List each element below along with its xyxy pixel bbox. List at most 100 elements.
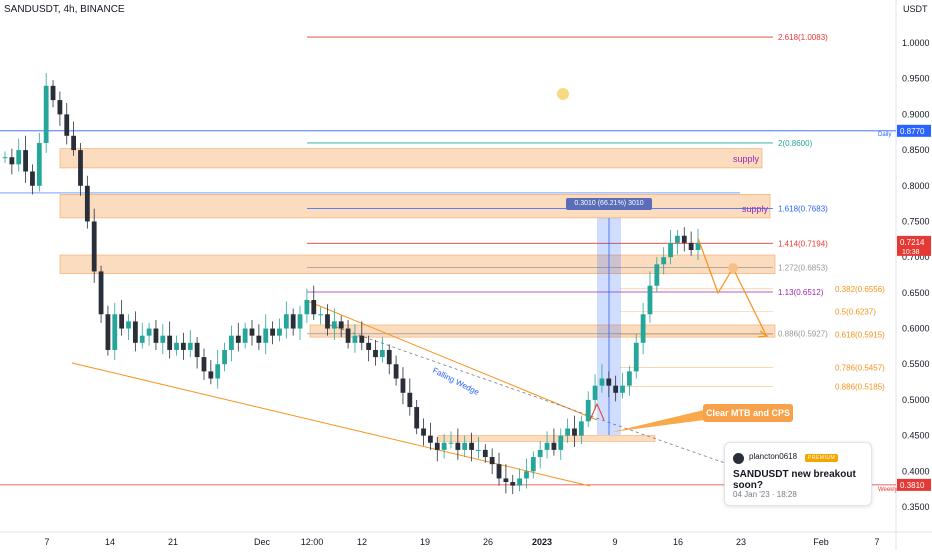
price-tick-label: 0.9000 bbox=[902, 109, 930, 119]
candle-body bbox=[297, 314, 303, 329]
candle-body bbox=[558, 435, 564, 450]
author-avatar bbox=[733, 453, 744, 464]
candle-body bbox=[681, 235, 687, 243]
candle-body bbox=[57, 100, 63, 115]
price-tag-value: 0.3810 bbox=[900, 481, 925, 490]
candle-body bbox=[331, 321, 337, 329]
candle-body bbox=[578, 421, 584, 436]
candle-body bbox=[263, 328, 269, 343]
retracement-label: 0.786(0.5457) bbox=[835, 363, 885, 372]
time-tick-label: 26 bbox=[483, 537, 493, 547]
candle-body bbox=[551, 442, 557, 450]
candle-body bbox=[194, 342, 200, 358]
candle-body bbox=[441, 442, 447, 450]
candle-body bbox=[139, 335, 145, 343]
idea-title[interactable]: SANDUSDT new breakout soon? bbox=[733, 469, 856, 491]
price-tick-label: 0.4000 bbox=[902, 466, 930, 476]
author-name[interactable]: plancton0618 bbox=[749, 452, 798, 461]
candle-body bbox=[71, 135, 77, 151]
candle-body bbox=[613, 385, 619, 393]
candle-body bbox=[379, 349, 385, 358]
candle-body bbox=[167, 335, 173, 350]
idea-card[interactable]: plancton0618 PREMIUM SANDUSDT new breako… bbox=[724, 442, 872, 506]
candle-body bbox=[283, 314, 289, 329]
candle-body bbox=[606, 378, 612, 386]
time-tick-label: 16 bbox=[673, 537, 683, 547]
candle-body bbox=[338, 321, 344, 329]
time-tick-label: Dec bbox=[254, 537, 271, 547]
candle-body bbox=[174, 342, 179, 350]
price-tick-label: 0.9500 bbox=[902, 74, 930, 84]
candle-body bbox=[50, 85, 56, 101]
candle-body bbox=[654, 264, 660, 286]
level-label-weekly: Weekly bbox=[878, 487, 898, 493]
fib-level-label: 1.272(0.6853) bbox=[778, 264, 828, 273]
projected-trendline bbox=[329, 324, 746, 471]
candle-body bbox=[626, 371, 632, 386]
callout-clear-mtb-cps[interactable]: Clear MTB and CPS bbox=[703, 404, 793, 422]
candle-body bbox=[345, 328, 351, 343]
candle-body bbox=[318, 314, 324, 316]
price-tick-label: 0.8500 bbox=[902, 145, 930, 155]
measure-label: 0.3010 (66.21%) 3010 bbox=[566, 198, 652, 210]
candle-body bbox=[661, 257, 667, 265]
price-tick-label: 0.5500 bbox=[902, 359, 930, 369]
candle-body bbox=[373, 349, 378, 358]
time-tick-label: 9 bbox=[612, 537, 617, 547]
idea-timestamp: 04 Jan '23 · 18:28 bbox=[733, 490, 797, 499]
last-price-tag bbox=[897, 235, 931, 256]
candle-body bbox=[530, 457, 536, 472]
candle-body bbox=[242, 328, 248, 343]
fib-level-label: 1.414(0.7194) bbox=[778, 239, 828, 248]
candle-body bbox=[620, 385, 625, 393]
premium-badge: PREMIUM bbox=[805, 454, 839, 462]
candle-body bbox=[572, 428, 577, 436]
candle-body bbox=[215, 364, 221, 379]
price-tag-daily bbox=[897, 124, 931, 137]
marker-dot bbox=[557, 88, 569, 100]
price-tick-label: 0.6000 bbox=[902, 324, 930, 334]
candle-body bbox=[400, 378, 406, 393]
candle-body bbox=[146, 328, 152, 336]
candle-body bbox=[476, 449, 481, 451]
fib-level-label: 1.13(0.6512) bbox=[778, 288, 824, 297]
time-tick-label: 7 bbox=[44, 537, 49, 547]
candle-body bbox=[414, 407, 420, 429]
candle-body bbox=[235, 335, 241, 343]
candle-body bbox=[23, 150, 28, 172]
price-tick-label: 1.0000 bbox=[902, 38, 930, 48]
supply-label: supply bbox=[733, 154, 760, 164]
price-axis-unit: USDT bbox=[903, 4, 928, 14]
candle-body bbox=[482, 449, 488, 458]
price-tag-weekly bbox=[897, 478, 931, 491]
time-tick-label: 2023 bbox=[532, 537, 552, 547]
candle-body bbox=[43, 85, 49, 143]
candle-body bbox=[277, 328, 282, 336]
candle-body bbox=[359, 335, 365, 343]
fib-level-label: 1.618(0.7683) bbox=[778, 204, 828, 213]
candle-body bbox=[640, 314, 646, 343]
candle-body bbox=[304, 299, 310, 315]
candle-body bbox=[201, 357, 207, 372]
price-tick-label: 0.7500 bbox=[902, 216, 930, 226]
supply-zone bbox=[59, 148, 763, 169]
candle-body bbox=[160, 335, 166, 343]
time-tick-label: 14 bbox=[105, 537, 115, 547]
candle-body bbox=[352, 335, 358, 343]
candle-body bbox=[434, 442, 440, 450]
candle-body bbox=[489, 457, 495, 465]
time-tick-label: 7 bbox=[874, 537, 879, 547]
candle-body bbox=[599, 378, 605, 386]
projection-arrowhead bbox=[757, 330, 769, 338]
price-tick-label: 0.3500 bbox=[902, 502, 930, 512]
time-tick-label: 21 bbox=[168, 537, 178, 547]
candle-body bbox=[592, 385, 598, 400]
candle-body bbox=[503, 478, 509, 483]
candle-body bbox=[9, 157, 15, 165]
symbol-title: SANDUSDT, 4h, BINANCE bbox=[4, 4, 125, 15]
candle-body bbox=[91, 221, 97, 272]
price-tick-label: 0.8000 bbox=[902, 181, 930, 191]
candle-body bbox=[119, 314, 125, 329]
candle-body bbox=[180, 342, 186, 350]
